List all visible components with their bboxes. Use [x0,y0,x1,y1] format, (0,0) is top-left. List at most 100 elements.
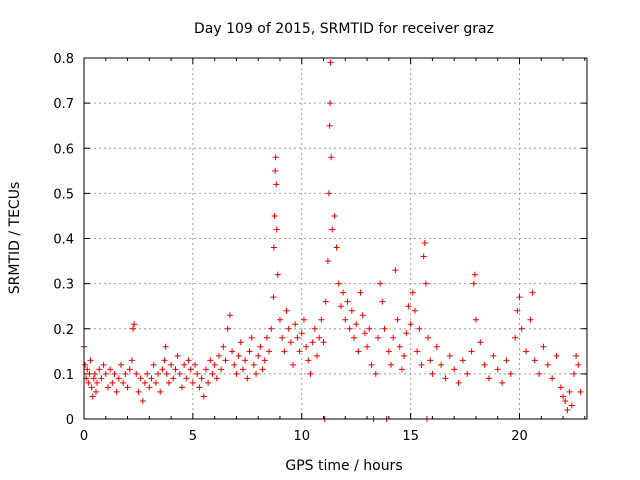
data-point [311,325,318,332]
data-point [237,339,244,346]
data-point [194,370,201,377]
data-point [187,366,194,373]
data-point [416,325,423,332]
data-point [557,384,564,391]
data-point [340,289,347,296]
data-point [98,375,105,382]
data-point [327,59,334,66]
data-point [438,361,445,368]
data-point [361,330,368,337]
data-point [198,375,205,382]
y-tick-label: 0.2 [53,323,74,338]
data-point [163,370,170,377]
data-point [414,348,421,355]
data-point [446,352,453,359]
data-point [231,361,238,368]
data-point [271,212,278,219]
data-point [346,325,353,332]
data-point [316,334,323,341]
data-point [425,334,432,341]
x-tick-label: 10 [293,429,310,444]
data-point [562,397,569,404]
data-point [131,321,138,328]
data-point [242,357,249,364]
data-point [464,370,471,377]
y-tick-label: 0.6 [53,142,74,157]
data-point [409,289,416,296]
x-tick-labels: 0 5 10 15 20 [80,429,528,444]
data-point [307,370,314,377]
y-tick-label: 0.3 [53,278,74,293]
data-point [183,375,190,382]
data-point [477,339,484,346]
data-point [351,334,358,341]
data-point [174,352,181,359]
data-point [94,379,101,386]
data-point [115,375,122,382]
data-point [181,361,188,368]
y-tick-label: 0.5 [53,187,74,202]
data-point [568,402,575,409]
data-point [398,366,405,373]
data-point [364,343,371,350]
data-point [172,366,179,373]
data-point [150,361,157,368]
data-point [523,348,530,355]
data-point [272,167,279,174]
data-point [564,406,571,413]
data-point [141,379,148,386]
data-point [329,226,336,233]
data-point [516,294,523,301]
data-point [390,334,397,341]
data-point [331,212,338,219]
data-point [421,240,428,247]
x-axis-title: GPS time / hours [285,458,402,474]
y-tick-labels: 0 0.1 0.2 0.3 0.4 0.5 0.6 0.7 0.8 [53,52,74,428]
data-point [272,154,279,161]
x-tick-label: 0 [80,429,88,444]
data-point [253,370,260,377]
data-point [481,361,488,368]
data-point [396,343,403,350]
y-tick-label: 0.7 [53,97,74,112]
data-point [324,258,331,265]
data-point [273,226,280,233]
data-point [318,316,325,323]
data-point [135,388,142,395]
data-point [287,339,294,346]
data-point [374,334,381,341]
data-point [442,375,449,382]
data-point [471,271,478,278]
data-point [107,366,114,373]
data-point [544,361,551,368]
data-point [529,289,536,296]
data-point [575,361,582,368]
data-point [226,312,233,319]
data-point [455,379,462,386]
data-point [394,316,401,323]
data-point [325,190,332,197]
data-point [494,366,501,373]
data-point [285,325,292,332]
data-point [244,375,251,382]
data-point [577,388,584,395]
data-point [146,384,153,391]
data-point [211,361,218,368]
data-point [189,379,196,386]
data-point [420,253,427,260]
data-point [200,393,207,400]
data-point [133,370,140,377]
data-point [451,366,458,373]
data-point [255,352,262,359]
data-point [385,348,392,355]
data-point [261,357,268,364]
data-point [342,316,349,323]
data-point [122,370,129,377]
data-point [527,316,534,323]
data-point [274,271,281,278]
data-point [87,357,94,364]
data-point [90,375,97,382]
data-point [335,280,342,287]
data-point [137,375,144,382]
